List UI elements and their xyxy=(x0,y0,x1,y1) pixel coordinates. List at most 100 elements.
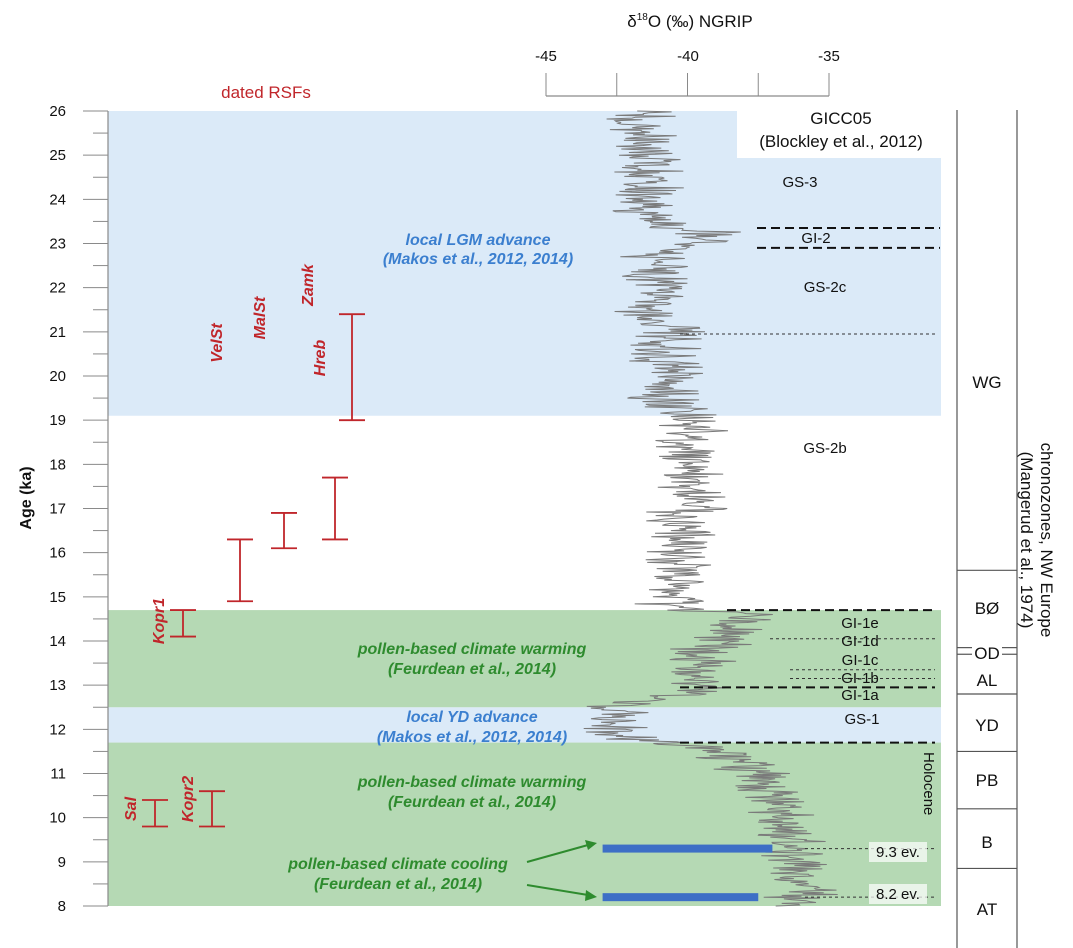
rsf-kopr1: Kopr1 xyxy=(151,598,196,644)
y-tick-label: 25 xyxy=(49,147,66,164)
y-tick-label: 17 xyxy=(49,501,66,518)
rsf-label: Kopr2 xyxy=(180,776,197,822)
warm-ref-2: (Feurdean et al., 2014) xyxy=(388,794,556,811)
blue-band-0 xyxy=(108,111,941,416)
event-gs1: GS-1 xyxy=(844,711,879,728)
event-gs2c: GS-2c xyxy=(804,279,847,296)
event-gs3: GS-3 xyxy=(782,174,817,191)
warm-title-1: pollen-based climate warming xyxy=(357,641,587,658)
top-tick-label-40: -40 xyxy=(677,48,699,65)
y-tick-label: 11 xyxy=(50,766,66,783)
chrono-title-1: chronozones, NW Europe xyxy=(1037,443,1056,638)
lgm-ref: (Makos et al., 2012, 2014) xyxy=(383,251,573,268)
left-axis: 8 9 10 11 12 13 14 15 16 17 18 19 20 21 22 23 24 25 26 xyxy=(49,103,109,915)
y-tick-label: 10 xyxy=(49,810,66,827)
chrono-bo: BØ xyxy=(975,599,1000,618)
event-gi2: GI-2 xyxy=(801,230,830,247)
chrono-b: B xyxy=(981,833,992,852)
y-tick-label: 23 xyxy=(49,236,66,253)
rsf-label: MalSt xyxy=(252,296,269,339)
chrono-yd: YD xyxy=(975,716,999,735)
chrono-dividers xyxy=(957,569,1017,870)
bands-layer xyxy=(108,111,941,906)
rsf-title: dated RSFs xyxy=(221,83,311,102)
y-tick-label: 9 xyxy=(58,854,66,871)
rsf-label: Hreb xyxy=(312,340,329,377)
y-tick-label: 20 xyxy=(49,368,66,385)
rsf-malst: MalSt xyxy=(252,296,297,550)
event-gi1c: GI-1c xyxy=(842,652,879,669)
cool-arrow-upper xyxy=(526,844,589,863)
event-holocene: Holocene xyxy=(920,752,937,815)
rsf-label: Sal xyxy=(123,796,140,821)
y-axis-title: Age (ka) xyxy=(18,466,35,529)
gicc-label: GICC05 xyxy=(810,109,871,128)
y-tick-label: 26 xyxy=(49,103,66,120)
cool-arrowhead-lower xyxy=(585,890,597,901)
yd-title: local YD advance xyxy=(406,709,537,726)
top-axis-title: δ18O (‰) NGRIP xyxy=(627,12,752,31)
rsf-label: Zamk xyxy=(300,263,317,307)
top-axis-rest: O (‰) NGRIP xyxy=(648,12,753,31)
chrono-wg: WG xyxy=(972,373,1001,392)
event-gi1e: GI-1e xyxy=(841,615,879,632)
rsf-velst: VelSt xyxy=(209,323,253,603)
y-tick-label: 24 xyxy=(49,191,66,208)
yd-ref: (Makos et al., 2012, 2014) xyxy=(377,729,567,746)
y-tick-label: 8 xyxy=(58,898,66,915)
y-tick-label: 15 xyxy=(49,589,66,606)
event-labels: GS-3 GI-2 GS-2c GS-2b GI-1e GI-1d GI-1c … xyxy=(782,174,937,904)
chrono-od: OD xyxy=(974,644,1000,663)
cooling-arrows xyxy=(526,840,597,901)
green-band-1 xyxy=(108,742,941,906)
event-93-box xyxy=(869,842,927,862)
y-tick-label: 14 xyxy=(49,633,66,650)
y-tick-label: 19 xyxy=(49,412,66,429)
event-82-box xyxy=(869,884,927,904)
top-tick-label-35: -35 xyxy=(818,48,840,65)
gicc-ref: (Blockley et al., 2012) xyxy=(759,132,922,151)
chrono-at: AT xyxy=(977,900,997,919)
y-tick-label: 18 xyxy=(49,456,66,473)
y-tick-label: 16 xyxy=(49,545,66,562)
rsf-hreb: Hreb xyxy=(312,313,365,422)
top-tick-label-45: -45 xyxy=(535,48,557,65)
blue-band-1 xyxy=(108,707,941,743)
chrono-pb: PB xyxy=(976,771,999,790)
cooling-bar-0 xyxy=(602,844,773,853)
event-gi1a: GI-1a xyxy=(841,687,879,704)
chrono-title-2: (Mangerud et al., 1974) xyxy=(1017,452,1036,629)
cool-ref: (Feurdean et al., 2014) xyxy=(314,876,482,893)
y-tick-label: 22 xyxy=(49,280,66,297)
event-gs2b: GS-2b xyxy=(803,440,846,457)
event-gi1d: GI-1d xyxy=(841,633,879,650)
event-93: 9.3 ev. xyxy=(876,844,920,861)
stratigraphy-lines xyxy=(680,227,940,898)
cool-arrow-lower xyxy=(526,884,589,896)
chronozone-column: WG BØ OD AL YD PB B AT chronozones, NW E… xyxy=(956,110,1056,948)
top-axis-prefix: δ xyxy=(627,12,636,31)
ngrip-series-line xyxy=(583,110,838,907)
warm-ref-1: (Feurdean et al., 2014) xyxy=(388,661,556,678)
event-gi1b: GI-1b xyxy=(841,670,879,687)
top-axis xyxy=(545,73,830,97)
rsf-sal: Sal xyxy=(123,796,168,828)
y-tick-label: 13 xyxy=(49,677,66,694)
top-axis-sup: 18 xyxy=(637,12,649,23)
rsf-bars: Hreb Zamk MalSt VelSt Kopr1 Kopr2 Sal xyxy=(123,263,365,828)
cooling-bar-1 xyxy=(602,893,759,902)
cooling-bars xyxy=(602,844,773,902)
rsf-label: VelSt xyxy=(209,323,226,363)
gicc-label-box xyxy=(737,104,945,158)
y-tick-label: 12 xyxy=(49,721,66,738)
green-band-0 xyxy=(108,610,941,708)
warm-title-2: pollen-based climate warming xyxy=(357,774,587,791)
lgm-title: local LGM advance xyxy=(406,232,551,249)
rsf-zamk: Zamk xyxy=(300,263,348,541)
rsf-kopr2: Kopr2 xyxy=(180,776,225,828)
rsf-label: Kopr1 xyxy=(151,598,168,644)
cool-arrowhead-upper xyxy=(585,840,597,850)
y-tick-label: 21 xyxy=(49,324,66,341)
event-82: 8.2 ev. xyxy=(876,886,920,903)
